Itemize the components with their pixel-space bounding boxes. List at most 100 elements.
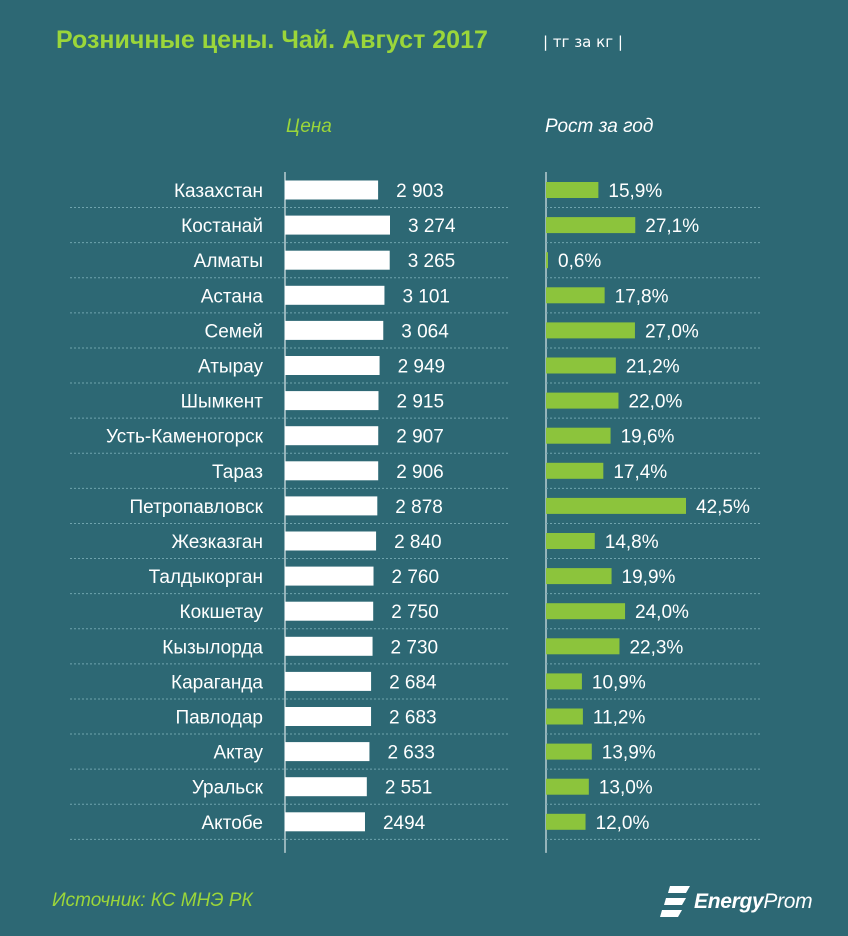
growth-value-label: 17,4%: [613, 462, 667, 483]
growth-bar: [546, 708, 583, 725]
price-bar: [285, 180, 379, 200]
price-value-label: 2 903: [396, 181, 444, 202]
growth-value-label: 27,0%: [645, 321, 699, 342]
category-label: Семей: [204, 321, 263, 342]
growth-value-label: 15,9%: [608, 181, 662, 202]
growth-value-label: 13,0%: [599, 778, 653, 799]
growth-value-label: 10,9%: [592, 672, 646, 693]
price-value-label: 2 750: [391, 602, 439, 623]
growth-bar: [546, 427, 611, 444]
logo-text-bold: Energy: [694, 890, 764, 913]
growth-bar: [546, 357, 616, 374]
chart-unit: | тг за кг |: [543, 33, 623, 51]
price-bar: [285, 636, 373, 656]
category-label: Казахстан: [174, 181, 263, 202]
category-label: Тараз: [212, 462, 263, 483]
price-bar: [285, 812, 365, 832]
logo-text: EnergyProm: [694, 890, 813, 914]
category-label: Актау: [213, 743, 263, 764]
price-value-label: 3 064: [401, 321, 449, 342]
growth-value-label: 17,8%: [615, 286, 669, 307]
growth-bar: [546, 638, 620, 655]
price-value-label: 2494: [383, 813, 426, 834]
growth-bar: [546, 462, 604, 479]
price-value-label: 2 551: [385, 778, 433, 799]
price-value-label: 3 274: [408, 216, 456, 237]
price-value-label: 2 906: [396, 462, 444, 483]
growth-value-label: 24,0%: [635, 602, 689, 623]
price-bar: [285, 461, 379, 481]
growth-bar: [546, 673, 582, 690]
category-label: Усть-Каменогорск: [106, 427, 264, 448]
price-bar: [285, 531, 377, 551]
chart-title: Розничные цены. Чай. Август 2017: [56, 26, 488, 54]
growth-bar: [546, 252, 548, 269]
price-value-label: 2 730: [391, 637, 439, 658]
category-label: Актобе: [202, 813, 264, 834]
price-value-label: 2 878: [395, 497, 443, 518]
price-value-label: 3 265: [408, 251, 456, 272]
growth-value-label: 11,2%: [593, 708, 646, 729]
growth-value-label: 21,2%: [626, 357, 680, 378]
category-label: Алматы: [194, 251, 263, 272]
growth-value-label: 19,9%: [622, 567, 676, 588]
growth-value-label: 13,9%: [602, 743, 656, 764]
growth-column-title: Рост за год: [545, 116, 654, 137]
growth-value-label: 22,3%: [629, 637, 683, 658]
price-bar: [285, 601, 374, 621]
price-bar: [285, 496, 378, 516]
price-bar: [285, 356, 380, 375]
price-bar: [285, 391, 379, 411]
energyprom-logo-icon: [660, 886, 690, 917]
price-bar: [285, 777, 367, 797]
price-value-label: 2 915: [396, 392, 444, 413]
growth-bar: [546, 322, 635, 339]
growth-bar: [546, 813, 586, 830]
price-value-label: 3 101: [402, 286, 450, 307]
price-bar: [285, 320, 384, 340]
category-label: Павлодар: [175, 708, 263, 729]
price-bar: [285, 742, 370, 762]
growth-bar: [546, 182, 599, 198]
price-growth-bar-chart: Казахстан 2 903 15,9% Костанай 3 274 27,1% Алм…: [70, 172, 760, 853]
price-column-title: Цена: [286, 116, 332, 137]
growth-bar: [546, 497, 686, 514]
price-value-label: 2 840: [394, 532, 442, 553]
growth-bar: [546, 392, 619, 409]
growth-bar: [546, 743, 592, 760]
price-bar: [285, 285, 385, 305]
logo-text-light: Prom: [763, 890, 813, 913]
growth-bar: [546, 778, 589, 795]
growth-value-label: 12,0%: [596, 813, 650, 834]
price-bar: [285, 250, 390, 270]
category-label: Уральск: [192, 778, 264, 799]
growth-bar: [546, 287, 605, 304]
growth-value-label: 19,6%: [621, 427, 675, 448]
price-bar: [285, 215, 390, 235]
price-value-label: 2 683: [389, 708, 437, 729]
category-label: Костанай: [181, 216, 263, 237]
category-label: Талдыкорган: [149, 567, 263, 588]
price-value-label: 2 684: [389, 672, 437, 693]
growth-bar: [546, 533, 595, 549]
growth-value-label: 42,5%: [696, 497, 750, 518]
category-label: Караганда: [171, 672, 263, 693]
price-bar: [285, 671, 372, 691]
price-bar: [285, 566, 374, 586]
growth-value-label: 22,0%: [628, 392, 682, 413]
energyprom-logo: EnergyProm: [660, 884, 830, 920]
growth-bar: [546, 217, 636, 234]
growth-value-label: 0,6%: [558, 251, 601, 272]
category-label: Кокшетау: [180, 602, 264, 623]
category-label: Астана: [201, 286, 264, 307]
growth-bar: [546, 603, 626, 620]
category-label: Жезказган: [171, 532, 263, 553]
price-bar: [285, 707, 372, 726]
source-note: Источник: КС МНЭ РК: [52, 890, 253, 911]
growth-value-label: 27,1%: [645, 216, 699, 237]
category-label: Шымкент: [181, 392, 264, 413]
price-value-label: 2 907: [396, 427, 444, 448]
price-bar: [285, 426, 379, 446]
price-value-label: 2 949: [398, 357, 446, 378]
price-value-label: 2 633: [387, 743, 435, 764]
